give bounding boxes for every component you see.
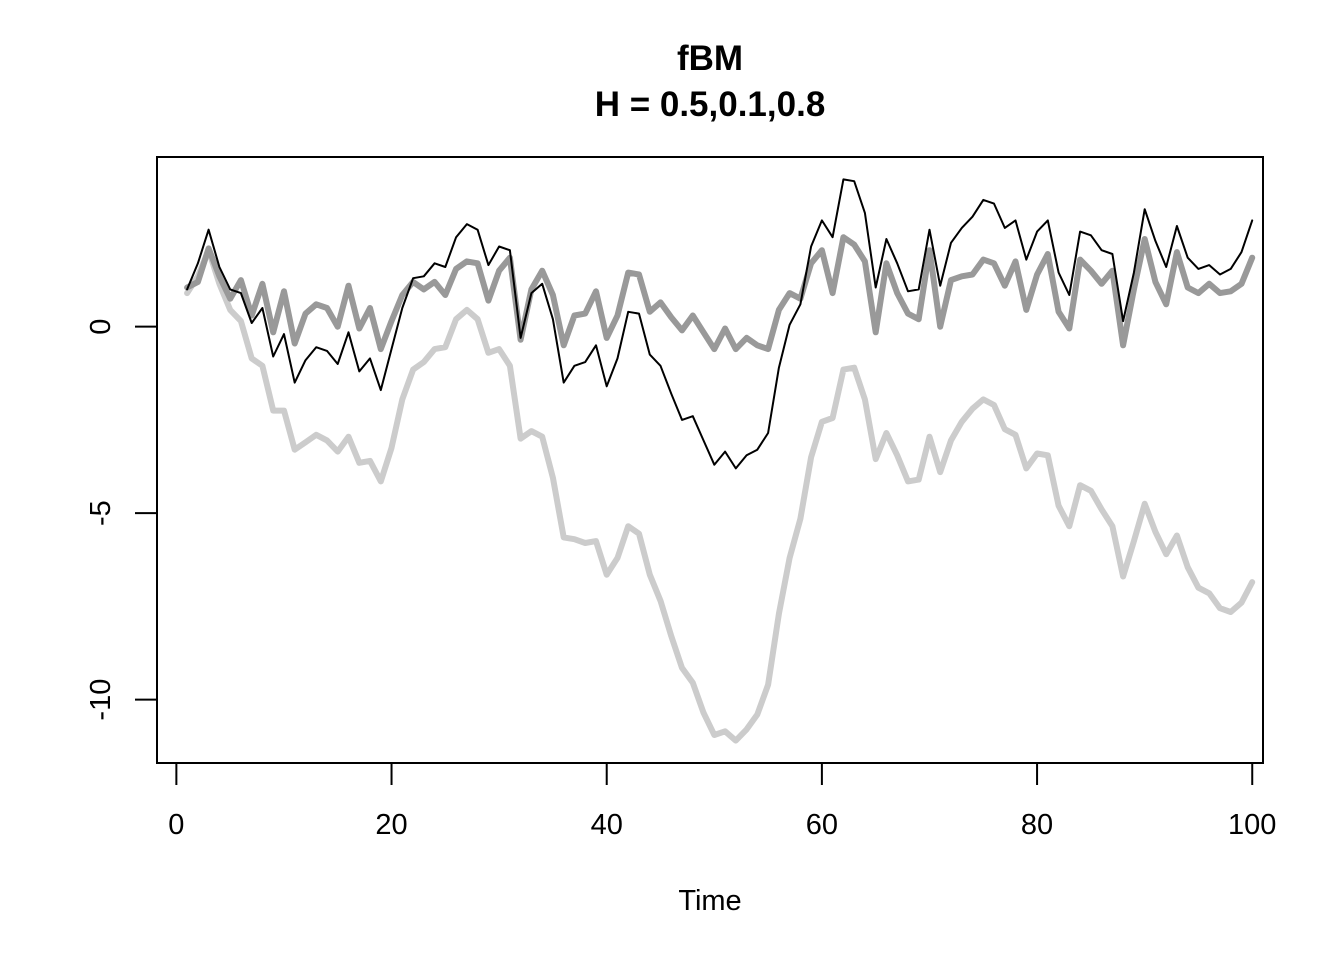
y-tick-label: -10 bbox=[85, 679, 117, 721]
x-tick-label: 80 bbox=[1021, 809, 1053, 841]
series-line-3 bbox=[184, 247, 1256, 744]
x-tick-label: 40 bbox=[591, 809, 623, 841]
series-line-2 bbox=[184, 234, 1256, 353]
series-line-1 bbox=[186, 178, 1254, 470]
chart-title: fBM bbox=[677, 39, 743, 78]
x-tick-label: 100 bbox=[1228, 809, 1276, 841]
x-axis: 0 20 40 60 80 100 bbox=[168, 762, 1276, 841]
x-tick-label: 60 bbox=[806, 809, 838, 841]
x-tick-label: 0 bbox=[168, 809, 184, 841]
series-layer bbox=[184, 178, 1256, 744]
y-tick-label: 0 bbox=[85, 319, 117, 335]
x-tick-label: 20 bbox=[375, 809, 407, 841]
x-axis-label: Time bbox=[678, 885, 741, 917]
y-tick-label: -5 bbox=[85, 500, 117, 526]
plot-frame bbox=[156, 156, 1264, 764]
y-axis: 0 -5 -10 bbox=[85, 319, 158, 721]
chart-subtitle: H = 0.5,0.1,0.8 bbox=[595, 85, 826, 124]
